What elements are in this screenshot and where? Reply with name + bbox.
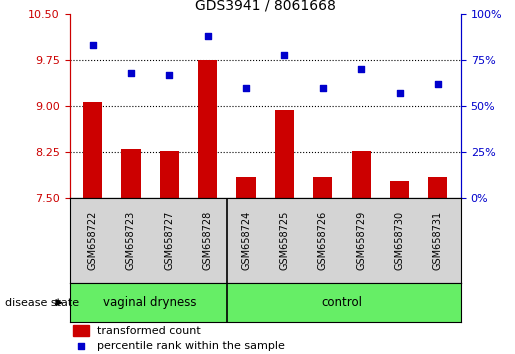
Text: GSM658725: GSM658725: [280, 211, 289, 270]
Text: GSM658731: GSM658731: [433, 211, 443, 270]
Text: GSM658723: GSM658723: [126, 211, 136, 270]
Bar: [122, 149, 141, 198]
Bar: [428, 177, 448, 198]
Text: transformed count: transformed count: [97, 326, 201, 336]
Bar: [275, 110, 294, 198]
Text: GSM658726: GSM658726: [318, 211, 328, 270]
Point: [242, 85, 250, 91]
Text: control: control: [321, 296, 363, 309]
Point: [77, 343, 85, 349]
Text: GSM658728: GSM658728: [203, 211, 213, 270]
Point: [165, 72, 174, 78]
Bar: [313, 177, 332, 198]
Point: [280, 52, 288, 57]
Text: GSM658730: GSM658730: [394, 211, 404, 270]
Text: percentile rank within the sample: percentile rank within the sample: [97, 341, 285, 351]
Point: [127, 70, 135, 76]
Point: [396, 91, 404, 96]
Text: GSM658729: GSM658729: [356, 211, 366, 270]
Bar: [198, 60, 217, 198]
Title: GDS3941 / 8061668: GDS3941 / 8061668: [195, 0, 336, 13]
Point: [434, 81, 442, 87]
Point: [357, 67, 365, 72]
Text: GSM658727: GSM658727: [164, 211, 174, 270]
Bar: [74, 325, 89, 336]
Bar: [390, 181, 409, 198]
Point: [89, 42, 97, 48]
Bar: [83, 102, 102, 198]
Text: GSM658724: GSM658724: [241, 211, 251, 270]
Point: [319, 85, 327, 91]
Bar: [160, 151, 179, 198]
Bar: [352, 151, 371, 198]
Bar: [236, 177, 255, 198]
Point: [203, 33, 212, 39]
Text: vaginal dryness: vaginal dryness: [104, 296, 197, 309]
Text: disease state: disease state: [5, 298, 79, 308]
Text: GSM658722: GSM658722: [88, 211, 97, 270]
